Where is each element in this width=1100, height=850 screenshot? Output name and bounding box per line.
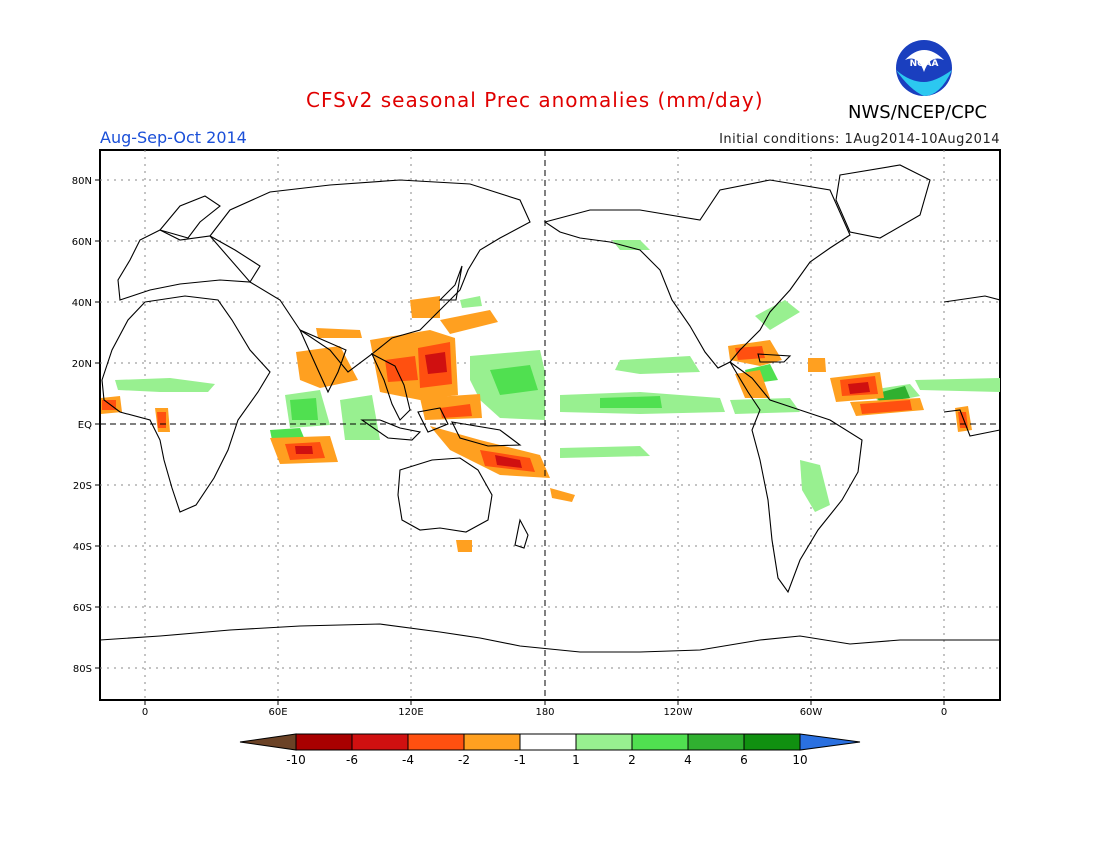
initial-conditions-label: Initial conditions: 1Aug2014-10Aug2014: [719, 132, 1000, 147]
coastlines: [100, 164, 1000, 653]
lat-tick-label: 80N: [72, 176, 92, 187]
colorbar-cell: [351, 733, 409, 751]
map-frame: [99, 149, 1001, 701]
lat-tick-label: EQ: [78, 420, 92, 431]
colorbar-arrow-high: [799, 733, 861, 751]
season-label: Aug-Sep-Oct 2014: [100, 128, 247, 147]
precip-anomaly-shading: [101, 240, 1000, 552]
lon-tick-label: 60E: [268, 707, 287, 718]
colorbar-label: 4: [684, 753, 692, 767]
colorbar-cell: [295, 733, 353, 751]
lon-tick-label: 60W: [800, 707, 823, 718]
colorbar-label: -1: [514, 753, 526, 767]
lat-tick-labels: 80N 60N 40N 20N EQ 20S 40S 60S 80S: [72, 176, 92, 675]
noaa-logo-icon: NOAA: [896, 40, 952, 96]
colorbar: -10 -6 -4 -2 -1 1 2 4 6 10: [239, 733, 861, 767]
lat-tick-label: 20S: [73, 481, 92, 492]
colorbar-cell: [631, 733, 689, 751]
colorbar-cell: [463, 733, 521, 751]
lat-tick-label: 40N: [72, 298, 92, 309]
colorbar-label: -6: [346, 753, 358, 767]
lat-tick-label: 80S: [73, 664, 92, 675]
lat-tick-label: 60S: [73, 603, 92, 614]
colorbar-label: 6: [740, 753, 748, 767]
noaa-logo-text: NOAA: [910, 59, 939, 69]
colorbar-label: -2: [458, 753, 470, 767]
colorbar-cell: [407, 733, 465, 751]
lat-tick-label: 60N: [72, 237, 92, 248]
lon-tick-label: 120E: [398, 707, 423, 718]
colorbar-label: -4: [402, 753, 414, 767]
map-title: CFSv2 seasonal Prec anomalies (mm/day): [306, 88, 764, 112]
lat-tick-label: 20N: [72, 359, 92, 370]
colorbar-cell: [687, 733, 745, 751]
colorbar-label: 2: [628, 753, 636, 767]
lon-tick-label: 0: [142, 707, 148, 718]
colorbar-label: -10: [286, 753, 306, 767]
colorbar-cell: [743, 733, 801, 751]
colorbar-label: 10: [792, 753, 807, 767]
colorbar-cell: [575, 733, 633, 751]
lon-tick-label: 180: [535, 707, 554, 718]
lat-tick-label: 40S: [73, 542, 92, 553]
colorbar-arrow-low: [239, 733, 297, 751]
lon-tick-label: 0: [941, 707, 947, 718]
agency-label: NWS/NCEP/CPC: [848, 102, 988, 123]
colorbar-cell: [519, 733, 577, 751]
lon-tick-label: 120W: [664, 707, 693, 718]
lon-tick-labels: 0 60E 120E 180 120W 60W 0: [142, 707, 947, 718]
frame-ticks: [95, 179, 945, 705]
colorbar-label: 1: [572, 753, 580, 767]
